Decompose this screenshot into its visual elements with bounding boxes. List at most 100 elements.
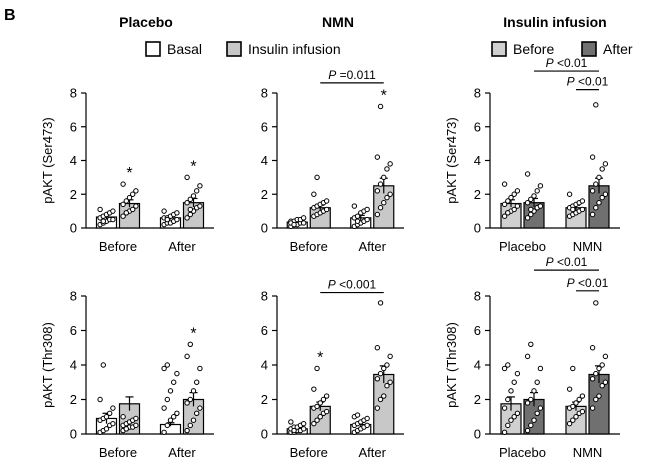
- data-point: [381, 365, 387, 372]
- y-tick-label: 2: [261, 392, 268, 407]
- significance-asterisk: *: [190, 325, 196, 342]
- data-point: [100, 362, 107, 368]
- data-point: [374, 211, 381, 218]
- data-point: [197, 203, 203, 209]
- column-title-placebo: Placebo: [119, 14, 173, 30]
- data-point: [570, 365, 576, 372]
- data-point: [508, 417, 514, 423]
- data-point: [534, 410, 540, 416]
- data-point: [501, 181, 508, 187]
- x-tick-label: NMN: [573, 239, 603, 254]
- data-point: [381, 393, 387, 399]
- data-point: [120, 414, 126, 420]
- data-point: [187, 341, 194, 347]
- data-point: [511, 191, 517, 197]
- data-point: [197, 365, 203, 372]
- data-point: [171, 414, 177, 420]
- data-point: [593, 181, 599, 187]
- data-point: [164, 396, 171, 403]
- legend-swatch-after: [581, 41, 597, 57]
- data-point: [174, 410, 180, 416]
- data-point: [314, 174, 320, 181]
- data-point: [174, 370, 180, 377]
- data-point: [133, 203, 139, 209]
- y-tick-label: 8: [261, 86, 268, 101]
- data-point: [602, 191, 609, 197]
- data-point: [579, 393, 586, 399]
- data-point: [300, 220, 307, 226]
- data-point: [123, 426, 130, 432]
- data-point: [524, 400, 531, 406]
- data-point: [599, 166, 605, 172]
- data-point: [531, 388, 537, 394]
- data-point: [314, 417, 320, 423]
- y-tick-label: 6: [70, 119, 77, 134]
- data-point: [384, 194, 390, 201]
- data-point: [501, 201, 508, 208]
- x-tick-label: Placebo: [499, 239, 546, 254]
- data-point: [505, 422, 511, 429]
- data-point: [579, 408, 586, 415]
- data-point: [384, 383, 390, 389]
- y-tick-label: 0: [261, 427, 268, 442]
- data-point: [323, 408, 330, 415]
- data-point: [377, 370, 384, 377]
- data-point: [589, 154, 596, 160]
- data-point: [589, 211, 596, 218]
- data-point: [174, 210, 180, 216]
- x-tick-label: After: [168, 239, 196, 254]
- data-point: [573, 400, 579, 406]
- data-point: [100, 218, 107, 224]
- data-point: [524, 199, 531, 206]
- y-tick-label: 6: [474, 119, 481, 134]
- data-point: [374, 376, 381, 382]
- data-point: [120, 201, 126, 208]
- y-axis-label: pAKT (Thr308): [444, 322, 459, 408]
- data-point: [164, 362, 171, 368]
- data-point: [190, 193, 197, 199]
- data-point: [537, 203, 544, 209]
- p-value-label: P <0.01: [546, 56, 588, 70]
- data-point: [528, 422, 534, 429]
- legend-label-before: Before: [513, 41, 554, 57]
- data-point: [566, 386, 573, 392]
- data-point: [505, 198, 511, 204]
- data-point: [120, 181, 126, 187]
- data-point: [197, 405, 203, 411]
- data-point: [364, 216, 370, 223]
- y-tick-label: 6: [474, 323, 481, 338]
- data-point: [291, 221, 297, 228]
- data-point: [599, 194, 605, 201]
- data-point: [311, 191, 317, 197]
- data-point: [161, 429, 167, 435]
- y-tick-label: 2: [261, 187, 268, 202]
- y-tick-label: 2: [70, 392, 77, 407]
- data-point: [167, 388, 174, 394]
- data-point: [593, 396, 599, 403]
- y-tick-label: 4: [70, 358, 77, 373]
- data-point: [374, 154, 381, 160]
- data-point: [384, 166, 390, 172]
- y-axis-label: pAKT (Thr308): [40, 322, 55, 408]
- y-tick-label: 8: [474, 86, 481, 101]
- data-point: [187, 196, 194, 203]
- y-tick-label: 8: [261, 289, 268, 304]
- data-point: [323, 393, 330, 399]
- data-point: [133, 415, 139, 422]
- data-point: [133, 422, 139, 429]
- data-point: [130, 191, 136, 197]
- data-point: [501, 213, 508, 219]
- y-tick-label: 0: [474, 221, 481, 236]
- data-point: [514, 370, 521, 377]
- data-point: [167, 417, 174, 423]
- data-point: [570, 206, 576, 213]
- data-point: [528, 196, 534, 203]
- data-point: [123, 210, 130, 216]
- y-tick-label: 0: [261, 221, 268, 236]
- y-tick-label: 0: [70, 221, 77, 236]
- data-point: [589, 376, 596, 382]
- p-value-label: P =0.011: [328, 68, 376, 82]
- data-point: [317, 414, 323, 420]
- y-tick-label: 4: [474, 358, 481, 373]
